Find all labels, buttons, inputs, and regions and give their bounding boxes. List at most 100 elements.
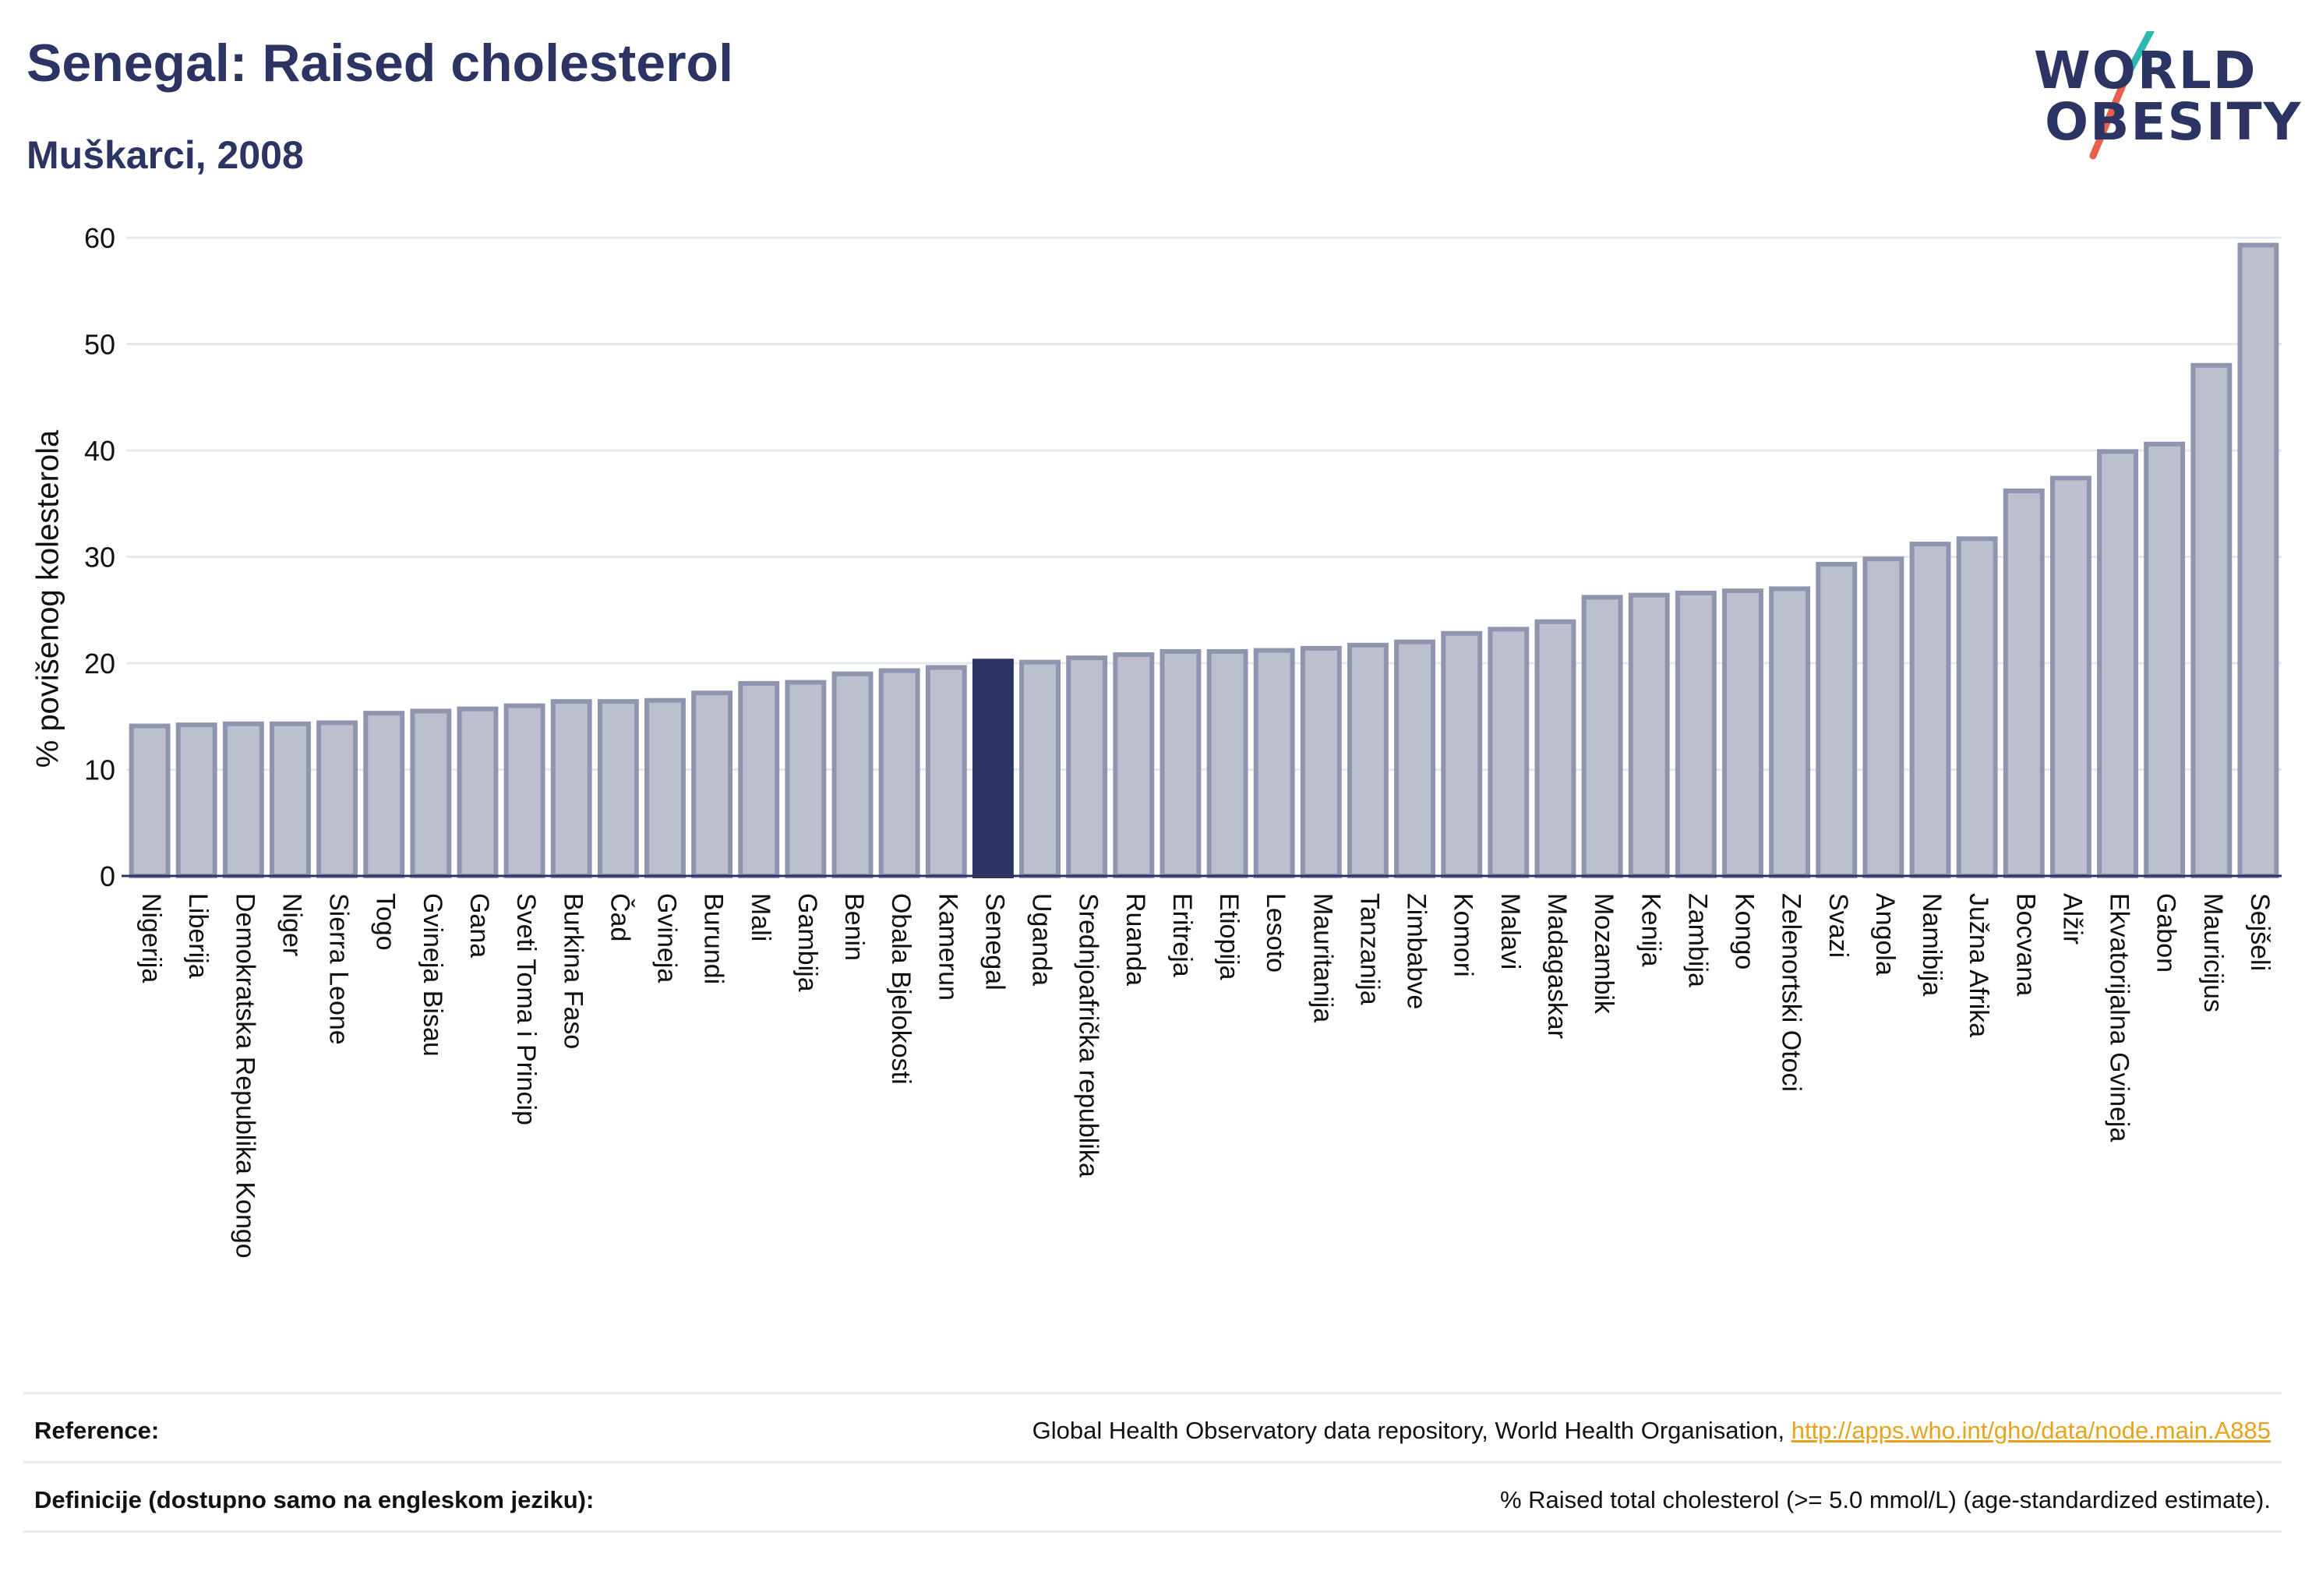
x-tick-label: Lesoto (1261, 893, 1290, 973)
y-tick-label: 20 (84, 648, 115, 680)
bar (831, 671, 874, 879)
bar (550, 699, 592, 879)
chart-svg: 0 10 20 30 40 50 60 Nigerija Liberija Demokratska… (84, 222, 2282, 1259)
bar (785, 680, 827, 878)
x-tick-label: Zambija (1682, 893, 1712, 987)
x-tick-label: Eritreja (1167, 893, 1197, 977)
x-tick-label: Zelenortski Otoci (1777, 893, 1806, 1092)
page-subtitle: Muškarci, 2008 (26, 133, 304, 177)
bar (1956, 536, 1998, 878)
bar-chart: % povišenog kolesterola 0 10 20 30 40 50 60 Nig… (31, 222, 2282, 1259)
x-tick-label: Togo (371, 893, 401, 951)
bar (2144, 441, 2186, 878)
bar (1862, 556, 1904, 878)
bar (878, 668, 920, 878)
reference-value: Global Health Observatory data repositor… (1032, 1414, 2271, 1447)
bar (1675, 590, 1717, 878)
x-tick-label: Burundi (699, 893, 729, 984)
x-tick-label: Sejšeli (2245, 893, 2275, 971)
bar (1206, 648, 1248, 878)
logo-word-obesity: OBESITY (2045, 92, 2303, 152)
definition-row: Definicije (dostupno samo na engleskom j… (23, 1460, 2282, 1533)
x-tick-label: Demokratska Republika Kongo (230, 893, 259, 1259)
y-tick-label: 30 (84, 542, 115, 574)
x-tick-label: Južna Afrika (1964, 893, 1993, 1037)
x-tick-label: Mauritanija (1308, 893, 1337, 1022)
reference-text: Global Health Observatory data repositor… (1032, 1417, 1791, 1444)
logo-slash-icon (2089, 31, 2155, 160)
bar (1628, 592, 1670, 878)
y-tick-label: 10 (84, 754, 115, 786)
bar (1253, 648, 1295, 878)
x-tick-label: Kongo (1730, 893, 1760, 969)
x-tick-label: Senegal (980, 893, 1009, 990)
x-tick-label: Angola (1870, 893, 1900, 976)
x-tick-label: Čad (605, 893, 634, 941)
x-tick-label: Mali (746, 893, 775, 941)
bar (1300, 645, 1342, 878)
x-tick-label: Kenija (1636, 893, 1665, 967)
bar (1394, 639, 1436, 878)
x-tick-label: Uganda (1027, 893, 1057, 986)
bar (129, 723, 171, 878)
definition-label: Definicije (dostupno samo na engleskom j… (34, 1485, 595, 1513)
bar (1347, 642, 1389, 878)
bar (2237, 242, 2279, 878)
bar (222, 721, 264, 878)
reference-link[interactable]: http://apps.who.int/gho/data/node.main.A… (1791, 1417, 2271, 1444)
bar (1113, 652, 1155, 879)
x-tick-label: Komori (1449, 893, 1478, 977)
page-title: Senegal: Raised cholesterol (26, 34, 733, 93)
bar (925, 665, 967, 879)
bar (1534, 619, 1576, 878)
bar-highlight (972, 659, 1014, 879)
x-tick-label: Svazi (1823, 893, 1853, 958)
x-tick-label: Liberija (183, 893, 213, 979)
x-tick-label: Namibija (1917, 893, 1947, 996)
bar (1722, 588, 1763, 878)
x-tick-label: Malavi (1495, 893, 1525, 969)
bar (597, 699, 639, 879)
bar (1909, 542, 1951, 878)
bar (2097, 449, 2138, 878)
bar (1160, 648, 1202, 878)
bar (2003, 488, 2045, 878)
x-tick-label: Mozambik (1589, 893, 1618, 1015)
x-tick-label: Etiopija (1214, 893, 1244, 980)
x-tick-label: Nigerija (136, 893, 166, 983)
x-tick-label: Zimbabve (1402, 893, 1431, 1009)
x-tick-label: Bocvana (2010, 893, 2040, 996)
bar (1441, 630, 1483, 879)
y-tick-label: 40 (84, 435, 115, 467)
x-tick-label: Sierra Leone (324, 893, 354, 1045)
footer-table: Reference: Global Health Observatory dat… (23, 1392, 2282, 1533)
x-tick-label: Madagaskar (1542, 893, 1572, 1039)
world-obesity-logo: WORLD OBESITY (2034, 31, 2300, 171)
bar (363, 711, 405, 879)
x-tick-label: Ekvatorijalna Gvineja (2105, 893, 2134, 1142)
bar (1488, 627, 1530, 878)
x-tick-label: Tanzanija (1354, 893, 1384, 1005)
x-tick-label: Gana (464, 893, 494, 958)
x-tick-label: Ruanda (1121, 893, 1150, 986)
bar (1066, 655, 1108, 878)
bar (316, 720, 358, 878)
y-tick-label: 60 (84, 222, 115, 254)
bar (270, 721, 311, 878)
x-tick-label: Alžir (2057, 893, 2087, 945)
bar (2190, 362, 2233, 878)
x-tick-label: Obala Bjelokosti (886, 893, 916, 1085)
bar (691, 690, 733, 878)
bar (410, 708, 452, 878)
reference-label: Reference: (34, 1417, 160, 1444)
bar (457, 706, 499, 878)
x-tick-label: Gabon (2151, 893, 2181, 973)
bar (738, 680, 780, 878)
bar (644, 697, 686, 879)
x-tick-label: Mauricijus (2198, 893, 2228, 1012)
x-tick-label: Niger (277, 893, 306, 956)
bar (175, 722, 217, 878)
bar (2049, 475, 2091, 878)
logo-word-world: WORLD (2034, 41, 2257, 101)
definition-value: % Raised total cholesterol (>= 5.0 mmol/… (1499, 1485, 2271, 1513)
